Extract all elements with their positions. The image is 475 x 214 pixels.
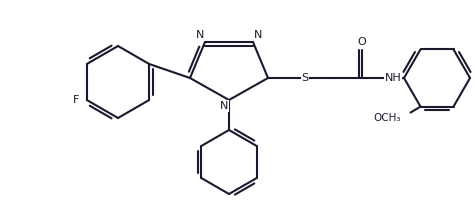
Text: S: S bbox=[302, 73, 309, 83]
Text: OCH₃: OCH₃ bbox=[373, 113, 400, 123]
Text: NH: NH bbox=[385, 73, 401, 83]
Text: F: F bbox=[73, 95, 79, 105]
Text: N: N bbox=[219, 101, 228, 111]
Text: N: N bbox=[254, 30, 262, 40]
Text: O: O bbox=[358, 37, 366, 47]
Text: N: N bbox=[196, 30, 204, 40]
